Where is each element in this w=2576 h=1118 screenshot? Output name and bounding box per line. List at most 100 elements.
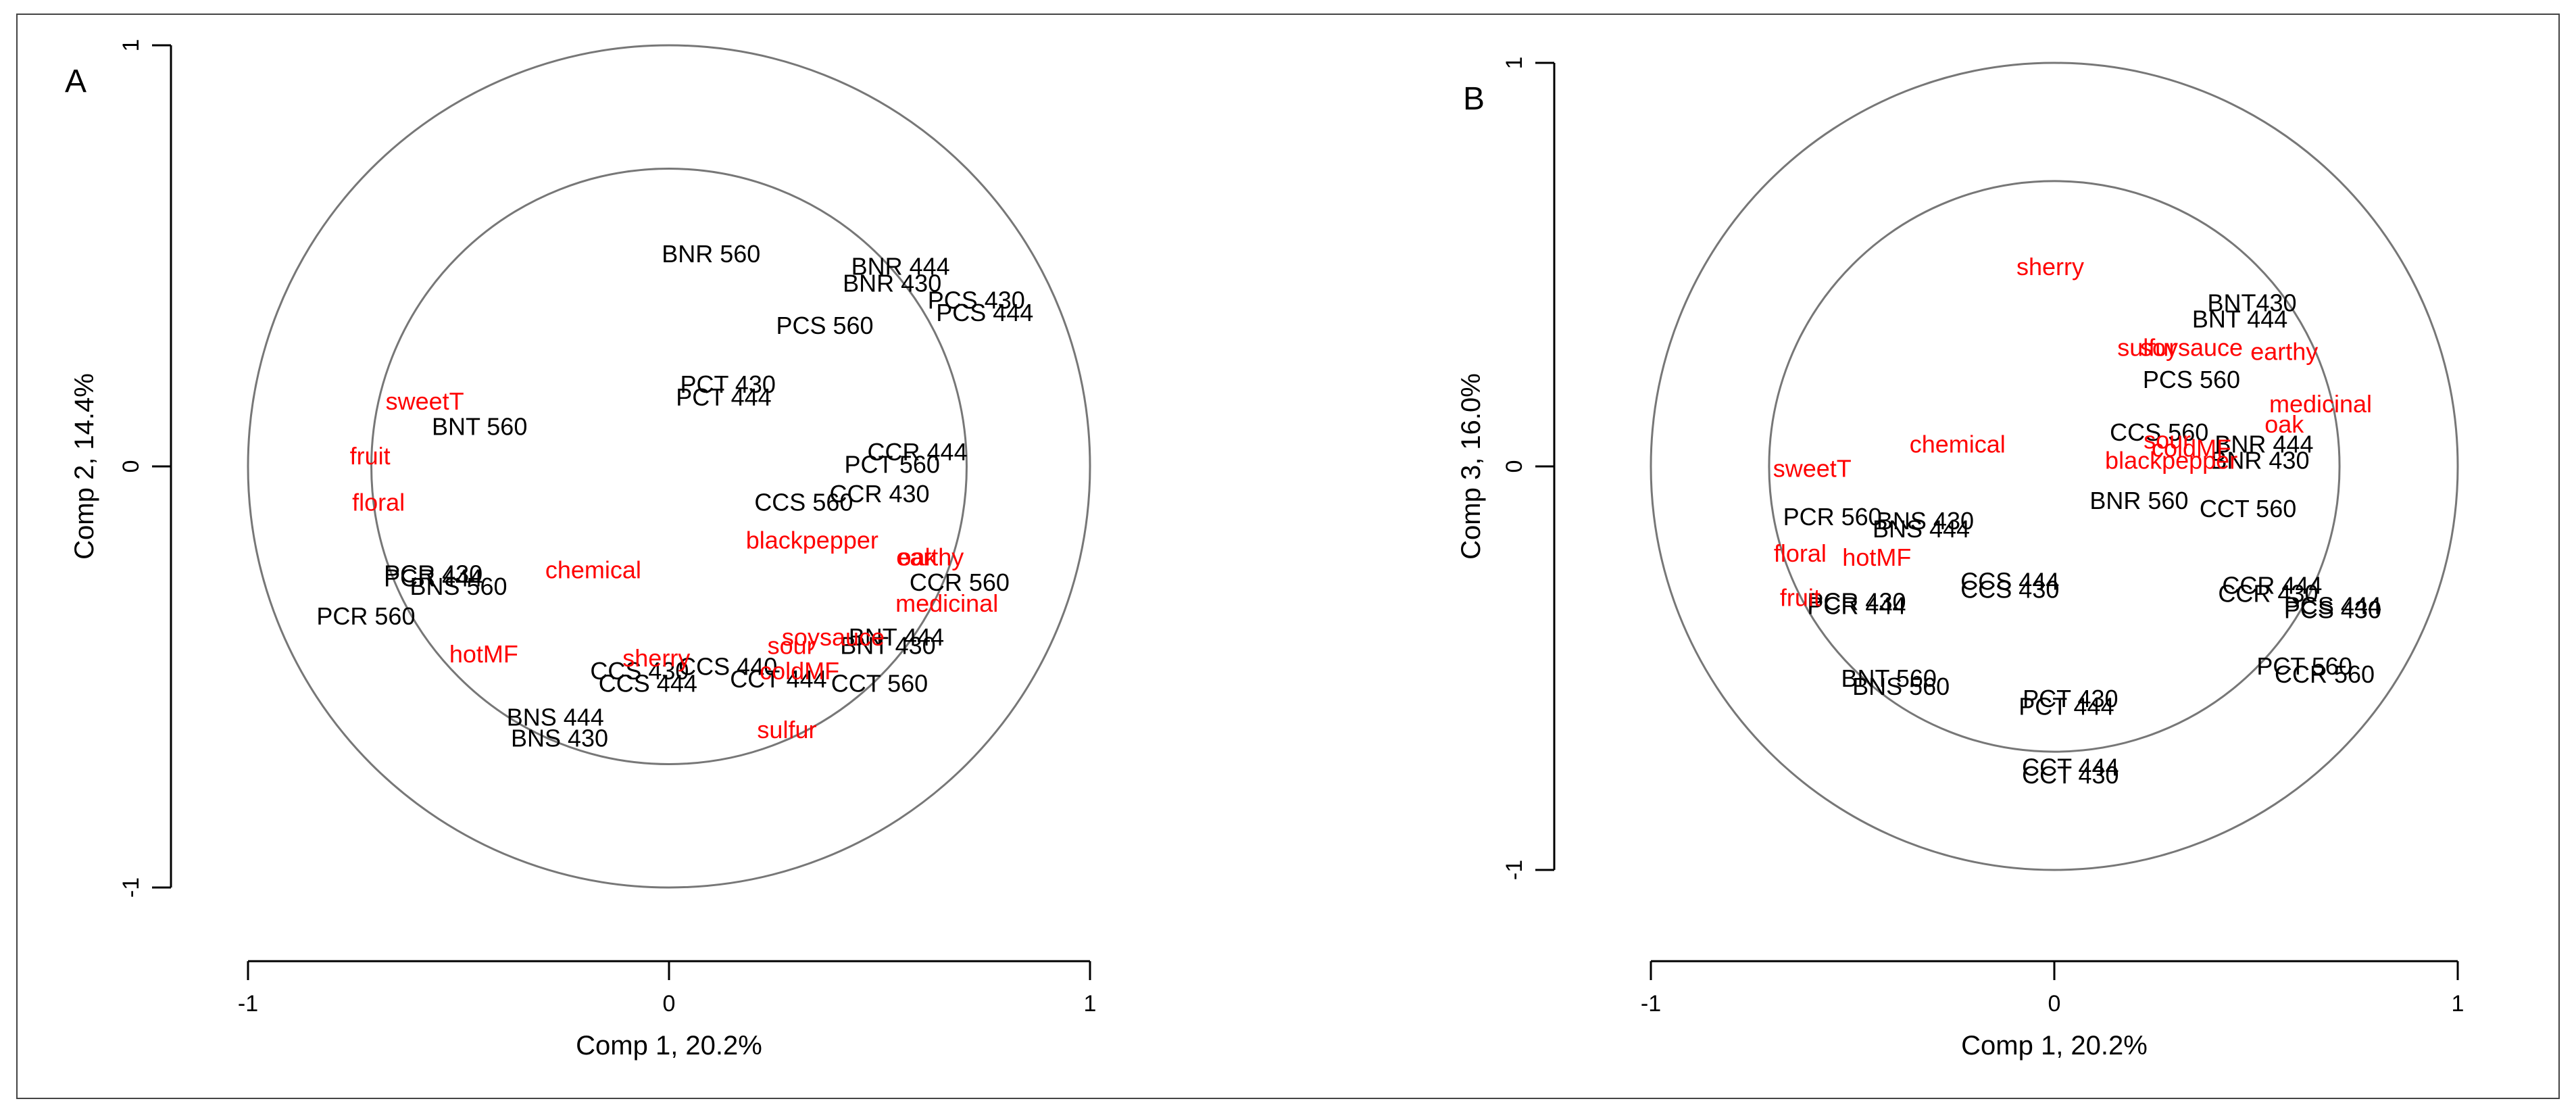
sample-label: BNS 560: [410, 573, 507, 600]
attribute-label: sulfur: [757, 716, 816, 744]
attribute-label: fruit: [1780, 584, 1820, 612]
sample-label: PCR 430: [384, 560, 482, 587]
sample-label: PCT 444: [676, 383, 771, 411]
attribute-label: chemical: [1910, 431, 2006, 458]
sample-label: CCR 430: [2218, 580, 2318, 608]
sample-label: BNR 560: [662, 240, 760, 268]
sample-label: PCT 560: [844, 451, 939, 479]
sample-label: CCT 430: [2022, 761, 2119, 789]
x-tick-label-left: -1: [238, 991, 258, 1017]
y-axis-title: Comp 3, 16.0%: [1456, 373, 1486, 560]
sample-label: CCS 430: [590, 657, 689, 685]
sample-label: CCT 560: [831, 669, 928, 697]
sample-label: BNT 560: [432, 412, 527, 440]
sample-label: BNT430: [2207, 289, 2296, 317]
sample-label: BNS 560: [1852, 673, 1950, 700]
attribute-label: coldMF: [760, 657, 839, 685]
sample-label: PCS 444: [2284, 591, 2381, 619]
attribute-label: medicinal: [895, 589, 998, 617]
sample-label: PCT 560: [2256, 652, 2352, 680]
attribute-label: sherry: [622, 644, 690, 672]
x-tick-label-left: -1: [1641, 991, 1661, 1017]
y-tick-label-top: 1: [118, 39, 144, 52]
sample-label: PCS 430: [928, 287, 1025, 314]
attribute-label: blackpepper: [746, 527, 878, 554]
attribute-label: floral: [352, 489, 405, 516]
sample-label: CCR 430: [829, 480, 929, 508]
attribute-label: sweetT: [1773, 454, 1852, 482]
attribute-label: sweetT: [386, 387, 464, 415]
sample-label: BNT 560: [1841, 664, 1937, 692]
attribute-label: soysauce: [782, 623, 885, 651]
attribute-label: oak: [898, 543, 938, 571]
figure-frame: [16, 14, 2560, 1099]
sample-label: CCS 440: [678, 653, 777, 681]
sample-label: CCR 560: [2275, 660, 2375, 688]
sample-label: PCS 560: [2143, 366, 2240, 393]
sample-label: CCS 430: [1960, 576, 2059, 604]
sample-label: BNS 430: [511, 724, 608, 752]
attribute-label: hotMF: [449, 640, 518, 668]
panel-label: B: [1463, 81, 1485, 117]
sample-label: CCR 444: [2222, 572, 2322, 600]
sample-label: PCS 430: [2284, 596, 2381, 623]
panel-label: A: [65, 64, 86, 99]
sample-label: BNT 430: [840, 631, 935, 659]
attribute-label: floral: [1774, 539, 1827, 567]
attribute-label: earthy: [2250, 337, 2318, 365]
attribute-label: fruit: [350, 442, 391, 470]
attribute-label: sulfur: [2117, 333, 2177, 361]
sample-label: BNS 430: [1877, 507, 1974, 535]
x-tick-label-middle: 0: [2048, 991, 2061, 1017]
y-tick-label-middle: 0: [118, 460, 144, 473]
sample-label: CCS 560: [754, 489, 853, 516]
attribute-label: chemical: [545, 556, 641, 583]
y-tick-label-middle: 0: [1502, 460, 1527, 473]
sample-label: CCS 444: [599, 669, 697, 697]
attribute-label: sour: [2144, 427, 2191, 454]
sample-label: PCT 430: [680, 370, 776, 398]
sample-label: PCT 444: [2018, 693, 2114, 721]
sample-label: CCT 444: [2022, 753, 2119, 781]
sample-label: PCR 444: [384, 564, 482, 592]
sample-label: BNS 444: [507, 703, 604, 731]
sample-label: BNT 444: [849, 623, 944, 651]
attribute-label: blackpepper: [2105, 447, 2237, 475]
sample-label: CCS 444: [1960, 568, 2059, 596]
attribute-label: sour: [768, 631, 815, 659]
outer-circle: [1650, 62, 2459, 871]
sample-label: BNR 444: [2214, 431, 2313, 458]
sample-label: CCR 560: [910, 568, 1010, 596]
sample-label: PCR 430: [1807, 587, 1906, 615]
attribute-label: soysauce: [2140, 333, 2243, 361]
inner-circle: [370, 168, 968, 765]
attribute-label: earthy: [896, 543, 964, 571]
x-axis-title: Comp 1, 20.2%: [576, 1031, 762, 1061]
sample-label: PCS 560: [776, 312, 873, 339]
attribute-label: sherry: [2016, 253, 2084, 281]
sample-label: PCR 560: [1783, 503, 1882, 531]
attribute-label: oak: [2264, 410, 2304, 438]
sample-label: BNR 560: [2089, 487, 2188, 514]
attribute-label: hotMF: [1842, 543, 1911, 571]
sample-label: PCT 430: [2023, 685, 2118, 712]
attribute-label: coldMF: [2152, 435, 2231, 462]
inner-circle: [1768, 180, 2341, 753]
outer-circle: [247, 44, 1091, 889]
sample-label: PCR 444: [1807, 591, 1906, 619]
sample-label: CCT 560: [2200, 495, 2296, 522]
x-tick-label-right: 1: [1084, 991, 1097, 1017]
sample-label: CCT 444: [730, 665, 826, 693]
y-tick-label-bottom: -1: [118, 877, 144, 898]
sample-label: PCS 444: [936, 299, 1033, 326]
sample-label: PCR 560: [316, 602, 415, 630]
y-tick-label-bottom: -1: [1502, 860, 1527, 880]
sample-label: CCS 560: [2110, 418, 2208, 446]
sample-label: BNT 444: [2192, 306, 2287, 333]
y-tick-label-top: 1: [1502, 57, 1527, 70]
sample-label: BNR 430: [843, 270, 941, 297]
